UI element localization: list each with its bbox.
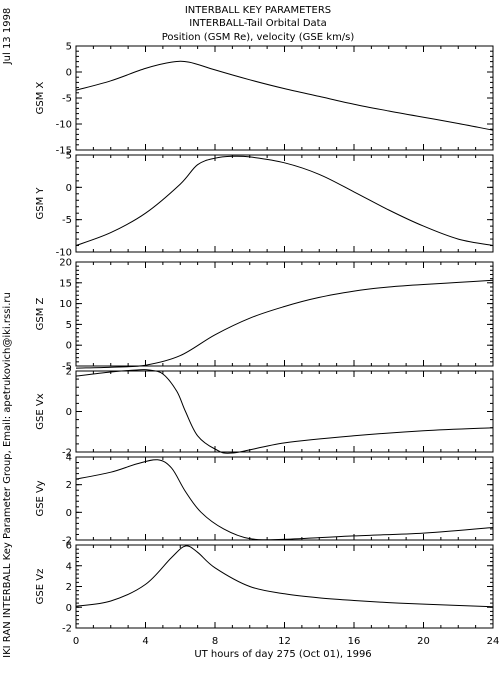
y-tick-label: 4 (66, 453, 72, 464)
y-tick-label: 0 (66, 508, 72, 519)
header-line2: INTERBALL-Tail Orbital Data (189, 18, 326, 29)
y-tick-label: 0 (66, 407, 72, 418)
series-line (75, 155, 494, 246)
y-axis-label: GSM Y (35, 187, 46, 220)
panel-frame (75, 45, 494, 151)
x-tick-label: 20 (417, 636, 430, 647)
y-tick-label: 10 (59, 299, 72, 310)
series-line (75, 369, 494, 454)
panel-gse-vz: -2 0 2 4 6 GSE Vz (35, 541, 494, 635)
panel-frame (75, 370, 494, 453)
header-line3: Position (GSM Re), velocity (GSE km/s) (162, 32, 355, 43)
x-tick-label: 8 (212, 636, 218, 647)
x-tick-label: 24 (487, 636, 500, 647)
y-tick-label: 0 (66, 68, 72, 79)
y-tick-label: -2 (62, 624, 72, 635)
series-line (75, 545, 494, 608)
y-tick-label: 0 (66, 183, 72, 194)
y-tick-label: 2 (66, 582, 72, 593)
y-tick-label: -5 (62, 362, 72, 373)
y-tick-label: -5 (62, 215, 72, 226)
y-axis-label: GSE Vz (35, 569, 46, 605)
y-tick-label: 5 (66, 151, 72, 162)
panel-frame (75, 154, 494, 253)
y-tick-label: -2 (62, 448, 72, 459)
y-axis-label: GSM X (35, 81, 46, 114)
panel-gse-vx: -2 0 2 GSE Vx (35, 367, 494, 459)
side-credit: IKI RAN INTERBALL Key Parameter Group, E… (2, 292, 13, 658)
panel-frame (75, 544, 494, 629)
y-tick-label: -15 (56, 146, 72, 157)
y-tick-label: -10 (56, 248, 72, 259)
y-tick-label: 2 (66, 367, 72, 378)
y-tick-label: -10 (56, 120, 72, 131)
y-tick-label: 20 (59, 258, 72, 269)
x-axis-label: UT hours of day 275 (Oct 01), 1996 (194, 649, 371, 660)
panel-gse-vy: -2 0 2 4 GSE Vy (35, 453, 494, 547)
panel-frame (75, 261, 494, 367)
x-tick-label: 0 (73, 636, 79, 647)
x-tick-label: 4 (142, 636, 148, 647)
y-axis-label: GSE Vx (35, 393, 46, 429)
panel-frame (75, 456, 494, 541)
y-tick-label: 4 (66, 561, 72, 572)
panel-gsm-y: -10 -5 0 5 GSM Y (35, 151, 494, 259)
y-axis-label: GSM Z (35, 297, 46, 330)
series-line (75, 60, 494, 131)
y-tick-label: 5 (66, 320, 72, 331)
y-tick-label: 0 (66, 341, 72, 352)
y-axis-label: GSE Vy (35, 480, 46, 516)
panel-gsm-z: -5 0 5 10 15 20 GSM Z (35, 258, 494, 373)
y-tick-label: -2 (62, 536, 72, 547)
y-tick-label: 0 (66, 603, 72, 614)
y-tick-label: 15 (59, 278, 72, 289)
y-tick-label: 6 (66, 541, 72, 552)
series-line (75, 279, 494, 369)
y-tick-label: 5 (66, 42, 72, 53)
panel-gsm-x: -15 -10 -5 0 5 GSM X (35, 42, 494, 157)
x-tick-label: 16 (348, 636, 361, 647)
y-tick-label: 2 (66, 480, 72, 491)
series-line (75, 459, 494, 541)
header-line1: INTERBALL KEY PARAMETERS (185, 5, 331, 16)
x-tick-label: 12 (278, 636, 291, 647)
side-date: Jul 13 1998 (2, 8, 13, 66)
y-tick-label: -5 (62, 94, 72, 105)
